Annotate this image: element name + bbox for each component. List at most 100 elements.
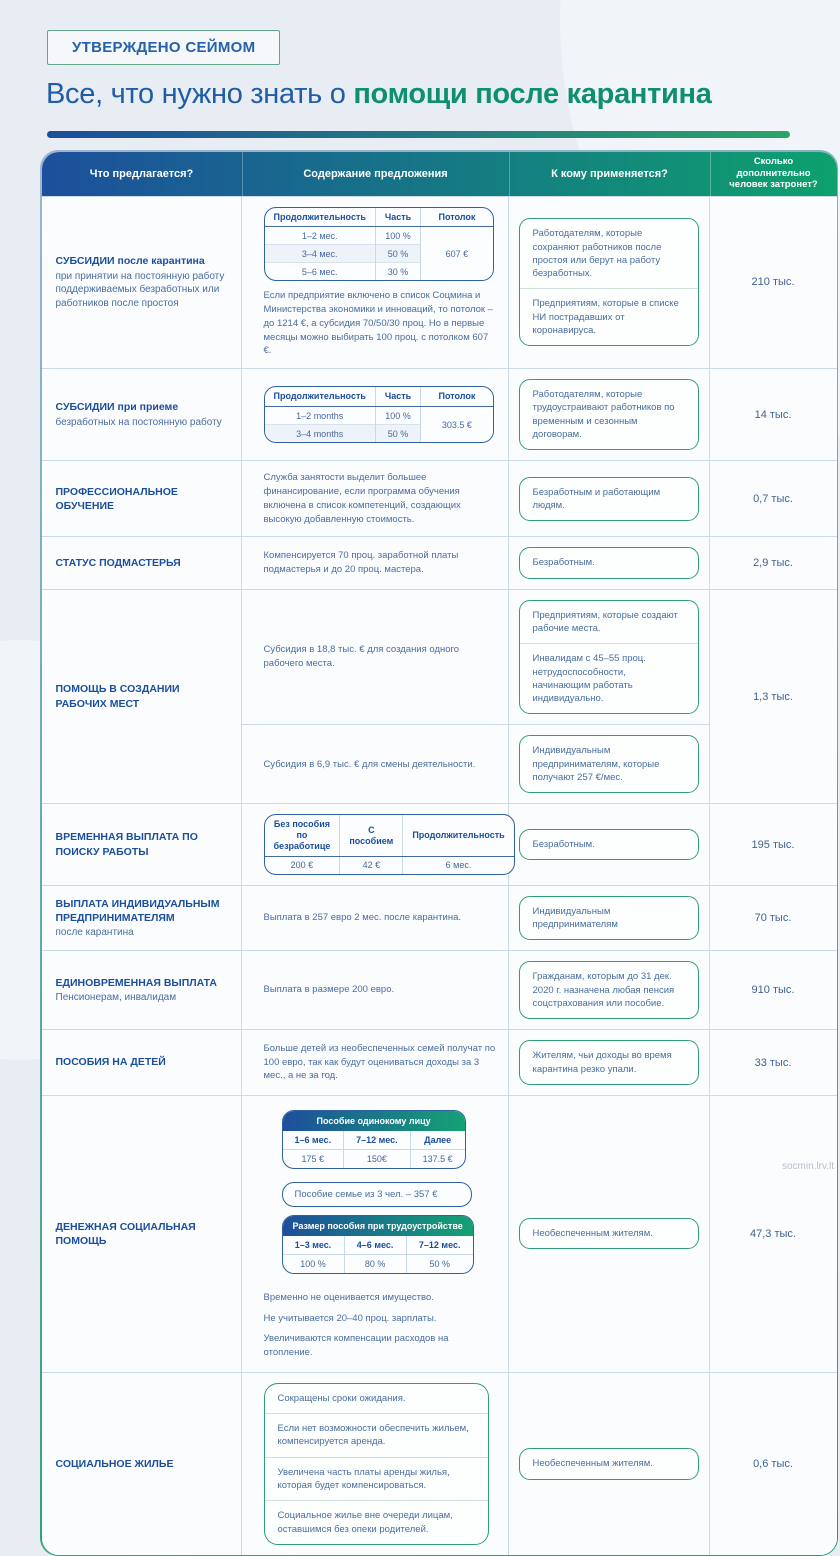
employment-benefit-caption: Размер пособия при трудоустройстве	[282, 1215, 473, 1236]
family-benefit-pill: Пособие семье из 3 чел. – 357 €	[281, 1181, 472, 1207]
row-applies-cell: Работодателям, которые сохраняют работни…	[509, 196, 710, 369]
single-person-benefit-caption: Пособие одинокому лицу	[282, 1110, 465, 1131]
row-note: Временно не оценивается имущество.	[263, 1291, 434, 1303]
mini-header: Потолок	[420, 387, 493, 408]
applies-box: Безработным.	[518, 828, 699, 861]
row-count: 1,3 тыс.	[753, 690, 793, 703]
mini-header: С пособием	[339, 815, 403, 857]
row-title-cell: СТАТУС ПОДМАСТЕРЬЯ	[42, 537, 242, 589]
footer-url: socmin.lrv.lt	[781, 1161, 834, 1172]
table-row-one-time-payment: ЕДИНОВРЕМЕННАЯ ВЫПЛАТА Пенсионерам, инва…	[41, 950, 837, 1030]
table-row-temporary-job-search-payment: ВРЕМЕННАЯ ВЫПЛАТА ПО ПОИСКУ РАБОТЫ Без п…	[41, 803, 837, 885]
row-count: 0,7 тыс.	[753, 492, 793, 505]
duration-table: Продолжительность Часть Потолок 1–2 mont…	[263, 386, 494, 444]
mini-header: 1–6 мес.	[282, 1130, 344, 1150]
row-content-cell: Сокращены сроки ожидания. Если нет возмо…	[242, 1372, 509, 1555]
mini-cell: 30 %	[374, 262, 421, 281]
table-row-hiring-subsidies: СУБСИДИИ при приеме безработных на посто…	[41, 368, 837, 461]
row-applies-cell: Безработным и работающим людям.	[509, 461, 710, 537]
row-text: Больше детей из необеспеченных семей пол…	[263, 1042, 496, 1082]
applies-box: Работодателям, которые сохраняют работни…	[518, 218, 699, 347]
mini-cell: 137.5 €	[409, 1149, 465, 1168]
row-title-cell: ВРЕМЕННАЯ ВЫПЛАТА ПО ПОИСКУ РАБОТЫ	[42, 804, 242, 885]
row-content-cell: Продолжительность Часть Потолок 1–2 mont…	[242, 369, 509, 461]
housing-item: Если нет возможности обеспечить жильем, …	[264, 1413, 488, 1457]
applies-box: Безработным и работающим людям.	[518, 476, 699, 522]
row-content-cell: Больше детей из необеспеченных семей пол…	[242, 1030, 509, 1095]
table-row-child-benefits: ПОСОБИЯ НА ДЕТЕЙ Больше детей из необесп…	[41, 1029, 837, 1095]
row-content-cell: Субсидия в 6,9 тыс. € для смены деятельн…	[242, 725, 509, 804]
applies-item: Безработным и работающим людям.	[532, 486, 661, 511]
row-count: 47,3 тыс.	[750, 1227, 796, 1240]
applies-box: Безработным.	[518, 547, 699, 579]
mini-header: Без пособия по безработице	[264, 815, 340, 857]
mini-header: Далее	[409, 1130, 465, 1150]
col-header-count: Сколько дополнительно человек затронет?	[709, 151, 837, 196]
row-title-cell: ПОСОБИЯ НА ДЕТЕЙ	[42, 1030, 242, 1095]
row-title: СУБСИДИИ при приеме	[55, 401, 179, 414]
row-applies-cell: Безработным.	[509, 537, 710, 589]
row-title: ПОМОЩЬ В СОЗДАНИИ РАБОЧИХ МЕСТ	[55, 683, 180, 710]
applies-item: Работодателям, которые сохраняют работни…	[532, 228, 662, 280]
row-count: 0,6 тыс.	[753, 1457, 793, 1470]
row-count: 14 тыс.	[754, 408, 792, 421]
row-applies-cell: Индивидуальным предпринимателям, которые…	[509, 725, 710, 804]
mini-cell: 3–4 months	[264, 424, 376, 443]
row-title: СОЦИАЛЬНОЕ ЖИЛЬЕ	[55, 1457, 174, 1470]
approved-badge: УТВЕРЖДЕНО СЕЙМОМ	[47, 30, 281, 65]
applies-item: Индивидуальным предпринимателям, которые…	[532, 745, 660, 784]
mini-cell: 100 %	[374, 406, 421, 425]
row-content-cell: Продолжительность Часть Потолок 1–2 мес.…	[242, 196, 509, 369]
row-title: ВЫПЛАТА ИНДИВИДУАЛЬНЫМ ПРЕДПРИНИМАТЕЛЯМ	[55, 897, 220, 924]
applies-item: Необеспеченным жителям.	[532, 1458, 653, 1470]
row-title-cell: ПРОФЕССИОНАЛЬНОЕ ОБУЧЕНИЕ	[42, 461, 242, 537]
applies-box: Индивидуальным предпринимателям	[518, 895, 699, 941]
row-count: 210 тыс.	[751, 276, 795, 289]
mini-cell: 80 %	[343, 1254, 407, 1273]
row-content-cell: Выплата в 257 евро 2 мес. после карантин…	[242, 885, 509, 951]
row-title: ПОСОБИЯ НА ДЕТЕЙ	[55, 1056, 166, 1069]
housing-item: Сокращены сроки ожидания.	[277, 1392, 406, 1404]
table-row-job-creation-help: ПОМОЩЬ В СОЗДАНИИ РАБОЧИХ МЕСТ Субсидия …	[41, 588, 837, 804]
table-header-row: Что предлагается? Содержание предложения…	[41, 151, 837, 196]
table-row-self-employed-payment: ВЫПЛАТА ИНДИВИДУАЛЬНЫМ ПРЕДПРИНИМАТЕЛЯМ …	[41, 884, 837, 951]
row-count: 70 тыс.	[754, 912, 792, 925]
row-applies-cell: Индивидуальным предпринимателям	[509, 885, 710, 951]
row-count: 195 тыс.	[751, 838, 795, 851]
row-subtitle: Пенсионерам, инвалидам	[55, 992, 177, 1004]
applies-item: Необеспеченным жителям.	[532, 1228, 653, 1240]
applies-item: Безработным.	[532, 838, 595, 850]
mini-header: Часть	[374, 207, 421, 228]
mini-header: 4–6 мес.	[343, 1235, 407, 1255]
mini-header: Продолжительность	[264, 387, 376, 408]
page-title-bold: помощи после карантина	[353, 78, 712, 110]
row-title: ДЕНЕЖНАЯ СОЦИАЛЬНАЯ ПОМОЩЬ	[55, 1220, 196, 1247]
applies-box: Индивидуальным предпринимателям, которые…	[518, 735, 699, 794]
row-applies-cell: Предприятиям, которые создают рабочие ме…	[508, 589, 710, 726]
table-row-social-housing: СОЦИАЛЬНОЕ ЖИЛЬЕ Сокращены сроки ожидани…	[41, 1371, 837, 1555]
row-note: Не учитывается 20–40 проц. зарплаты.	[263, 1312, 437, 1324]
applies-item: Безработным.	[532, 557, 595, 569]
applies-item: Предприятиям, которые создают рабочие ме…	[532, 609, 678, 634]
row-title-cell: СУБСИДИИ при приеме безработных на посто…	[42, 369, 242, 461]
mini-header: Продолжительность	[264, 207, 376, 228]
row-content-cell: Выплата в размере 200 евро.	[242, 951, 509, 1030]
row-subtitle: после карантина	[55, 926, 134, 938]
table-row-cash-social-assistance: ДЕНЕЖНАЯ СОЦИАЛЬНАЯ ПОМОЩЬ Пособие одино…	[41, 1094, 837, 1372]
col-header-offer: Что предлагается?	[89, 167, 194, 180]
table-row-apprentice-status: СТАТУС ПОДМАСТЕРЬЯ Компенсируется 70 про…	[41, 536, 837, 589]
mini-cell: 6 мес.	[402, 856, 514, 874]
mini-cell: 175 €	[301, 1153, 325, 1164]
mini-header: Потолок	[420, 207, 493, 228]
row-title: ПРОФЕССИОНАЛЬНОЕ ОБУЧЕНИЕ	[55, 485, 178, 512]
title-underline	[47, 131, 790, 138]
row-content-cell: Субсидия в 18,8 тыс. € для создания одно…	[241, 589, 509, 726]
row-applies-cell: Гражданам, которым до 31 дек. 2020 г. на…	[509, 951, 710, 1030]
benefits-table: Что предлагается? Содержание предложения…	[40, 150, 838, 1556]
row-count: 2,9 тыс.	[753, 557, 793, 570]
applies-item: Гражданам, которым до 31 дек. 2020 г. на…	[532, 971, 675, 1009]
col-header-content: Содержание предложения	[241, 151, 509, 196]
row-text: Выплата в 257 евро 2 мес. после карантин…	[263, 912, 462, 924]
row-title: ЕДИНОВРЕМЕННАЯ ВЫПЛАТА	[55, 976, 218, 989]
row-content-cell: Служба занятости выделит большее финанси…	[242, 461, 509, 537]
